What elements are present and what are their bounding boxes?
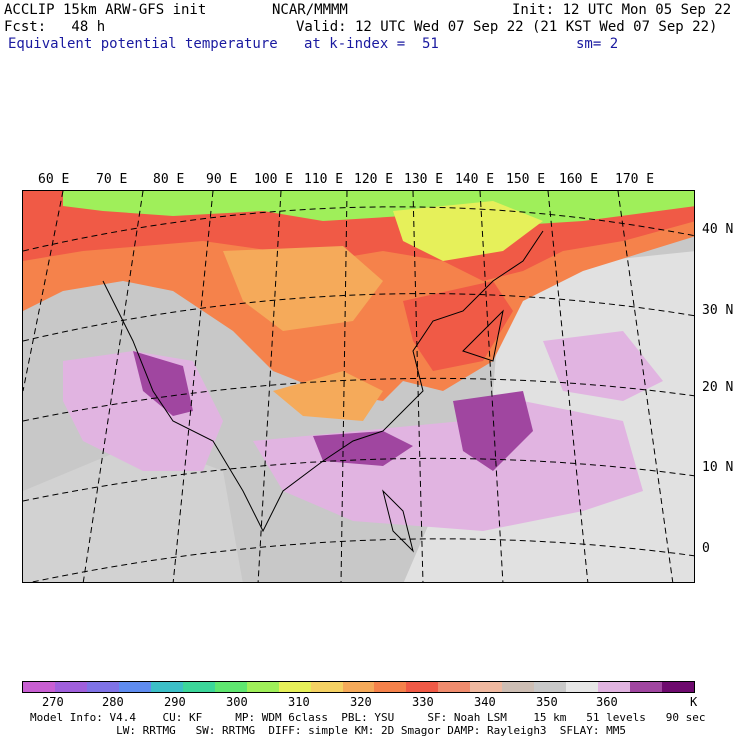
colorbar-swatch [534,682,567,692]
colorbar-tick: 350 [536,695,558,709]
lon-label: 80 E [153,172,185,187]
lon-label: 170 E [615,172,655,187]
colorbar-tick: 320 [350,695,372,709]
colorbar-swatch [438,682,471,692]
colorbar-tick: 310 [288,695,310,709]
colorbar-swatch [502,682,535,692]
colorbar-swatch [630,682,663,692]
colorbar-swatch [310,682,343,692]
colorbar-tick: 280 [102,695,124,709]
lon-label: 160 E [559,172,599,187]
valid-time: Valid: 12 UTC Wed 07 Sep 22 (21 KST Wed … [296,19,718,35]
lon-label: 110 E [304,172,344,187]
map-field [23,191,694,582]
colorbar-tick: 330 [412,695,434,709]
model-title: ACCLIP 15km ARW-GFS init [4,2,207,18]
colorbar [22,681,695,693]
init-time: Init: 12 UTC Mon 05 Sep 22 [512,2,732,18]
colorbar-tick: 360 [596,695,618,709]
colorbar-swatch [182,682,215,692]
colorbar-swatch [470,682,503,692]
colorbar-swatch [662,682,695,692]
lon-label: 120 E [354,172,394,187]
lon-label: 150 E [506,172,546,187]
model-info-line2: LW: RRTMG SW: RRTMG DIFF: simple KM: 2D … [30,724,627,737]
lon-label: 140 E [455,172,495,187]
lat-label: 30 N [702,303,734,318]
colorbar-swatch [342,682,375,692]
lon-label: 130 E [404,172,444,187]
colorbar-swatch [23,682,55,692]
lon-label: 100 E [254,172,294,187]
colorbar-swatch [118,682,151,692]
colorbar-tick: 270 [42,695,64,709]
lat-label: 10 N [702,460,734,475]
colorbar-swatch [150,682,183,692]
colorbar-tick: 300 [226,695,248,709]
colorbar-tick: 340 [474,695,496,709]
field-name: Equivalent potential temperature [8,36,278,52]
colorbar-swatch [566,682,599,692]
colorbar-swatch [598,682,631,692]
colorbar-swatch [214,682,247,692]
colorbar-swatch [86,682,119,692]
lon-label: 60 E [38,172,70,187]
level-index: at k-index = 51 [304,36,439,52]
colorbar-tick: 290 [164,695,186,709]
colorbar-swatch [54,682,87,692]
colorbar-unit: K [690,695,698,709]
lon-label: 70 E [96,172,128,187]
colorbar-swatch [406,682,439,692]
smoothing: sm= 2 [576,36,619,52]
lat-label: 40 N [702,222,734,237]
colorbar-swatch [278,682,311,692]
map-panel [22,190,695,583]
forecast-hour: Fcst: 48 h [4,19,106,35]
org-label: NCAR/MMMM [272,2,348,18]
lat-label: 0 [702,541,710,556]
lat-label: 20 N [702,380,734,395]
colorbar-swatch [246,682,279,692]
colorbar-swatch [374,682,407,692]
model-info-line1: Model Info: V4.4 CU: KF MP: WDM 6class P… [30,711,706,724]
lon-label: 90 E [206,172,238,187]
